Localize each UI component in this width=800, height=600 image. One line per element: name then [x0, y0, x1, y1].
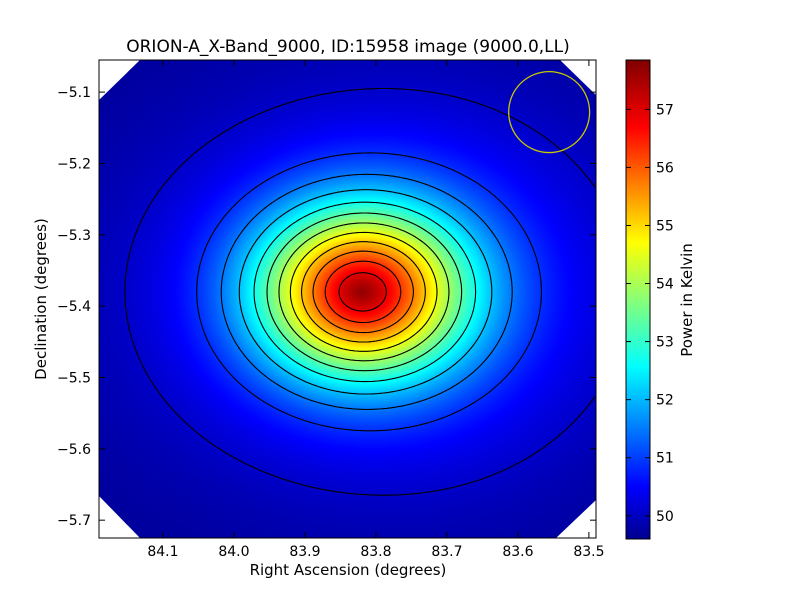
- contour-line: [238, 189, 493, 395]
- contour-line: [289, 231, 438, 352]
- colorbar-tick-label: 55: [656, 218, 674, 234]
- contour-line: [301, 241, 426, 343]
- heatmap-image: [99, 60, 596, 538]
- contour-line: [338, 272, 387, 312]
- contour-line: [253, 201, 477, 383]
- colorbar-gradient: [626, 60, 650, 539]
- y-tick-label: −5.2: [57, 156, 91, 172]
- x-axis-label: Right Ascension (degrees): [250, 561, 447, 579]
- x-tick-label: 83.9: [289, 544, 320, 560]
- contour-line: [220, 173, 513, 410]
- y-tick-label: −5.4: [57, 299, 91, 315]
- colorbar: 50 51 52 53 54 55 56 57 Power in Kelvin: [625, 59, 696, 540]
- x-tick-label: 83.6: [502, 544, 533, 560]
- colorbar-tick-label: 57: [656, 102, 674, 118]
- x-tick-label: 83.8: [360, 544, 391, 560]
- y-tick-label: −5.3: [57, 228, 91, 244]
- plot-frame: [98, 59, 597, 539]
- x-tick-label: 84.1: [147, 544, 178, 560]
- x-tick-label: 84.0: [218, 544, 249, 560]
- y-axis-ticks: −5.1 −5.2 −5.3 −5.4 −5.5 −5.6 −5.7: [57, 85, 596, 529]
- colorbar-tick-label: 53: [656, 335, 674, 351]
- y-tick-label: −5.1: [57, 85, 91, 101]
- colorbar-frame: [625, 59, 651, 540]
- y-tick-label: −5.5: [57, 370, 91, 386]
- beam-circle: [508, 70, 591, 154]
- colorbar-tick-label: 54: [656, 277, 674, 293]
- y-axis-label: Declination (degrees): [32, 218, 50, 380]
- contour-line: [324, 260, 402, 324]
- contour-line: [196, 152, 542, 432]
- colorbar-tick-label: 56: [656, 160, 674, 176]
- colorbar-label: Power in Kelvin: [678, 243, 696, 357]
- plot-area: [99, 60, 596, 538]
- contour-line: [266, 212, 463, 372]
- y-tick-label: −5.7: [57, 513, 91, 529]
- contour-line: [124, 87, 596, 496]
- chart-title: ORION-A_X-Band_9000, ID:15958 image (900…: [126, 37, 570, 57]
- colorbar-tick-label: 50: [656, 509, 674, 525]
- contour-lines: [124, 87, 596, 496]
- colorbar-tick-label: 52: [656, 393, 674, 409]
- contour-line: [278, 222, 450, 362]
- contour-line: [312, 250, 414, 334]
- y-tick-label: −5.6: [57, 442, 91, 458]
- colorbar-ticks: 50 51 52 53 54 55 56 57: [626, 102, 674, 525]
- colorbar-tick-label: 51: [656, 451, 674, 467]
- x-axis-ticks: 84.1 84.0 83.9 83.8 83.7 83.6 83.5: [147, 60, 604, 560]
- x-tick-label: 83.5: [573, 544, 604, 560]
- x-tick-label: 83.7: [431, 544, 462, 560]
